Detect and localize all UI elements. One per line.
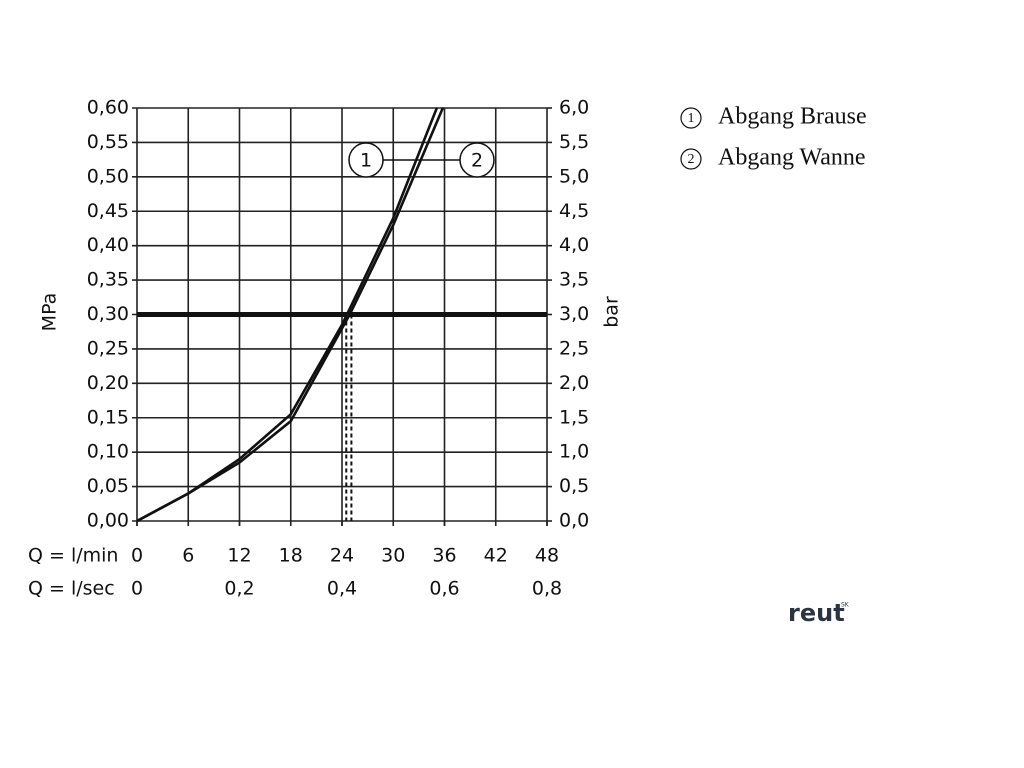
x-tick-label: 30 [381,545,405,567]
legend-marker [680,148,702,170]
x2-tick-label: 0,4 [327,578,357,600]
y-tick-label: 0,25 [87,337,129,359]
y-tick-label: 0,05 [87,475,129,497]
x2-axis-title: Q = l/sec [28,578,115,600]
x-tick-label: 12 [227,545,251,567]
y-tick-label: 0,60 [87,97,129,119]
x2-tick-label: 0,2 [224,578,254,600]
series-line [136,107,444,523]
y2-axis-title: bar [601,296,623,328]
y2-tick-label: 5,0 [559,165,589,187]
y-tick-label: 0,40 [87,234,129,256]
callout-circle [348,142,384,178]
x-tick-label: 42 [484,545,508,567]
legend-marker-label: 1 [688,111,695,126]
y2-tick-label: 4,0 [559,234,589,256]
x-tick-label: 0 [131,545,143,567]
x2-tick-label: 0 [131,578,143,600]
x2-tick-label: 0,8 [532,578,562,600]
y2-tick-label: 2,0 [559,372,589,394]
y2-tick-label: 3,5 [559,269,589,291]
x-tick-label: 6 [182,545,194,567]
x-tick-label: 24 [330,545,354,567]
watermark-sup: SK [841,602,850,609]
x-axis-title: Q = l/min [28,545,118,567]
y2-tick-label: 0,5 [559,475,589,497]
y-axis-title: MPa [39,293,61,332]
y2-tick-label: 6,0 [559,97,589,119]
callout-circle [459,142,495,178]
y-tick-label: 0,15 [87,406,129,428]
y-tick-label: 0,55 [87,131,129,153]
y-tick-label: 0,10 [87,441,129,463]
y2-tick-label: 5,5 [559,131,589,153]
y-tick-label: 0,45 [87,200,129,222]
legend-label: Abgang Wanne [718,145,866,171]
y2-tick-label: 1,5 [559,406,589,428]
x-tick-label: 36 [432,545,456,567]
y-tick-label: 0,00 [87,510,129,532]
y-tick-label: 0,50 [87,165,129,187]
y2-tick-label: 2,5 [559,337,589,359]
y-tick-label: 0,35 [87,269,129,291]
x-tick-label: 48 [535,545,559,567]
y2-tick-label: 0,0 [559,510,589,532]
y2-tick-label: 4,5 [559,200,589,222]
callout-label: 1 [360,150,372,172]
x2-tick-label: 0,6 [429,578,459,600]
callout-label: 2 [471,150,483,172]
watermark: reut [788,599,845,627]
y2-tick-label: 3,0 [559,303,589,325]
legend-label: Abgang Brause [718,104,867,130]
legend-marker [680,107,702,129]
x-tick-label: 18 [279,545,303,567]
y-tick-label: 0,30 [87,303,129,325]
y2-tick-label: 1,0 [559,441,589,463]
y-tick-label: 0,20 [87,372,129,394]
legend-marker-label: 2 [688,152,695,167]
